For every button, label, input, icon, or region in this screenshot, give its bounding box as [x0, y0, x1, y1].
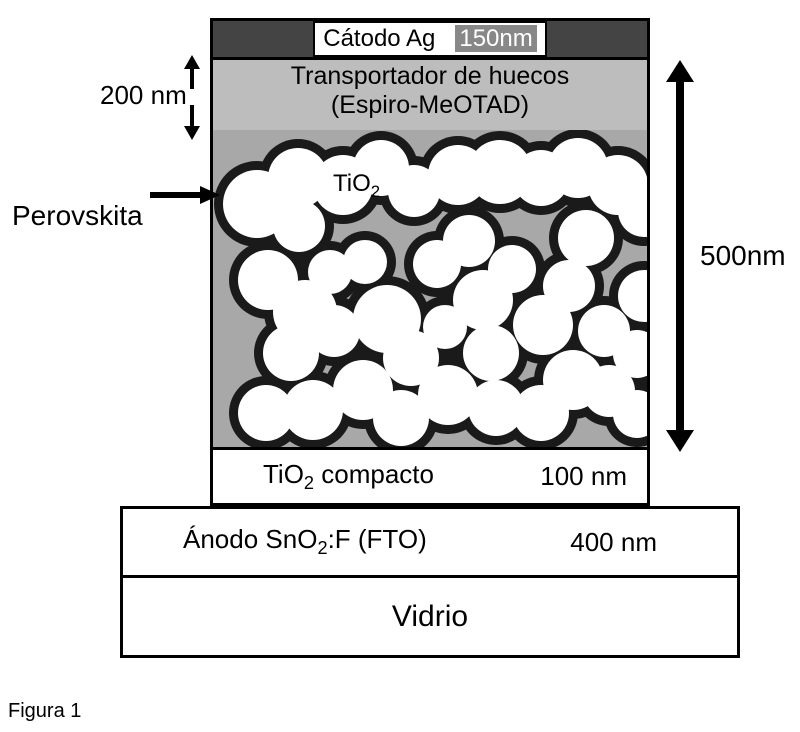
glass-label: Vidrio	[392, 600, 468, 634]
perovskite-pointer-arrow	[150, 180, 220, 210]
tio2-scaffold	[213, 130, 647, 447]
anode-label: Ánodo SnO2:F (FTO)	[183, 524, 427, 559]
dim-htm-200nm-label: 200 nm	[100, 80, 187, 111]
layer-compact-tio2: TiO2 compacto 100 nm	[210, 450, 650, 506]
layer-anode-fto: Ánodo SnO2:F (FTO) 400 nm	[120, 506, 740, 578]
compact-tio2-label: TiO2 compacto	[263, 459, 434, 494]
tio2-particle	[308, 305, 360, 357]
tio2-particle	[463, 325, 519, 381]
dim-500nm-label: 500nm	[700, 240, 786, 272]
dim-500nm-arrows	[660, 60, 700, 452]
tio2-particle	[513, 385, 569, 441]
tio2-particle	[273, 200, 325, 252]
cathode-label-box: Cátodo Ag 150nm	[313, 21, 547, 57]
htm-label-line1: Transportador de huecos	[213, 62, 647, 91]
tio2-particle	[488, 245, 536, 293]
cathode-thickness: 150nm	[455, 25, 536, 52]
figure-caption: Figura 1	[8, 700, 81, 723]
tio2-label-inside: TiO2	[333, 170, 380, 202]
layer-htm: Transportador de huecos (Espiro-MeOTAD)	[210, 60, 650, 130]
tio2-particle	[238, 385, 294, 441]
anode-thickness: 400 nm	[570, 527, 657, 558]
layer-glass: Vidrio	[120, 578, 740, 658]
tio2-particle	[443, 215, 495, 267]
layer-mesoporous: TiO2	[210, 130, 650, 450]
figure-canvas: Cátodo Ag 150nm Transportador de huecos …	[0, 0, 800, 732]
tio2-particle	[558, 210, 614, 266]
compact-tio2-thickness: 100 nm	[540, 461, 627, 492]
perovskite-label: Perovskita	[12, 200, 143, 232]
cathode-label: Cátodo Ag	[323, 25, 435, 52]
layer-cathode: Cátodo Ag 150nm	[210, 18, 650, 60]
tio2-particle	[543, 260, 595, 312]
tio2-particle	[343, 240, 387, 284]
tio2-particle	[423, 305, 467, 349]
tio2-particle	[373, 390, 429, 446]
htm-label-line2: (Espiro-MeOTAD)	[213, 91, 647, 120]
